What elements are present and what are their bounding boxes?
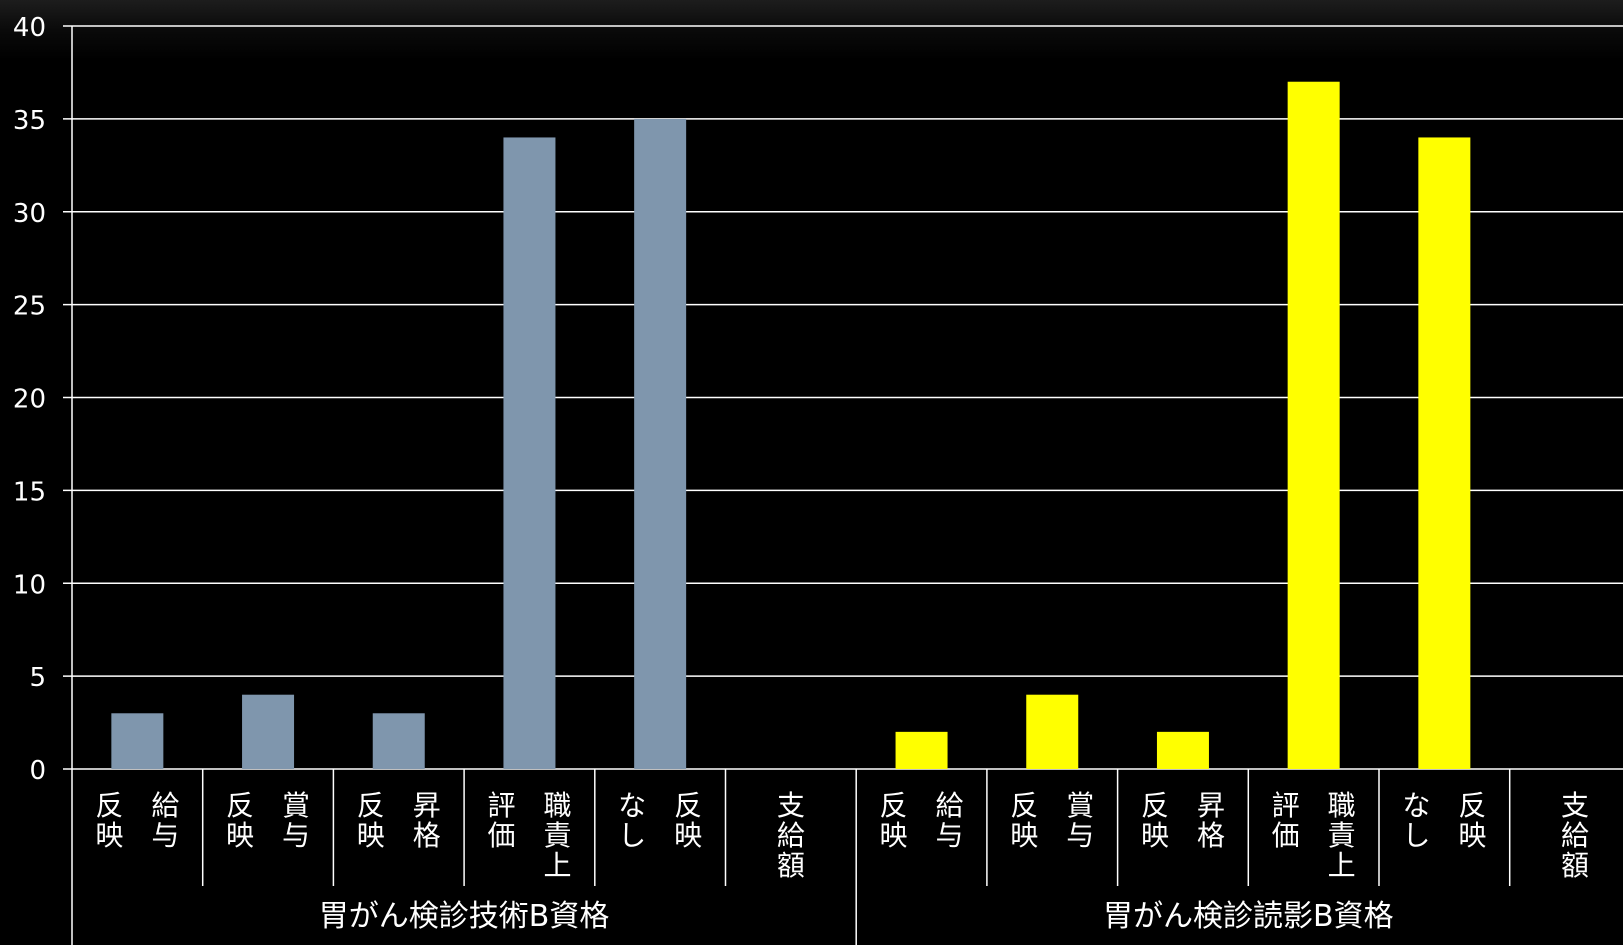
y-tick-label: 35 (13, 106, 46, 136)
group-label: 胃がん検診読影B資格 (1103, 899, 1394, 934)
category-label: 昇格 (1197, 789, 1225, 852)
y-tick-label: 10 (13, 570, 46, 600)
bar (242, 694, 295, 769)
category-label: 給与 (151, 789, 179, 852)
category-label: 支給額 (1561, 789, 1589, 882)
category-label: 賞与 (282, 789, 310, 852)
bar (895, 731, 948, 769)
bar (1026, 694, 1079, 769)
category-label: 反映 (1141, 789, 1169, 852)
y-tick-label: 30 (13, 199, 46, 229)
bar (372, 713, 425, 769)
category-label: 職責上 (543, 789, 571, 882)
category-label: 反映 (357, 789, 385, 852)
category-label: 給与 (936, 789, 964, 852)
category-label: 賞与 (1066, 789, 1094, 852)
category-label: 反映 (226, 789, 254, 852)
y-tick-label: 15 (13, 477, 46, 507)
category-label: 反映 (95, 789, 123, 852)
category-label: 支給額 (777, 789, 805, 882)
group-label: 胃がん検診技術B資格 (319, 899, 610, 934)
bar (503, 137, 556, 769)
bar (111, 713, 164, 769)
category-label: 評価 (487, 789, 515, 852)
bar (634, 118, 687, 769)
category-label: 反映 (674, 789, 702, 852)
bar (1287, 81, 1340, 770)
category-label: 反映 (880, 789, 908, 852)
category-label: 反映 (1458, 789, 1486, 852)
category-label: なし (618, 789, 646, 852)
y-tick-label: 25 (13, 292, 46, 322)
category-label: なし (1402, 789, 1430, 852)
category-label: 反映 (1010, 789, 1038, 852)
y-tick-label: 20 (13, 385, 46, 415)
y-tick-label: 0 (29, 756, 46, 786)
category-label: 昇格 (413, 789, 441, 852)
category-label: 評価 (1272, 789, 1300, 852)
bar (1156, 731, 1209, 769)
y-tick-label: 5 (29, 663, 46, 693)
bar (1418, 137, 1471, 769)
y-tick-label: 40 (13, 13, 46, 43)
category-label: 職責上 (1328, 789, 1356, 882)
